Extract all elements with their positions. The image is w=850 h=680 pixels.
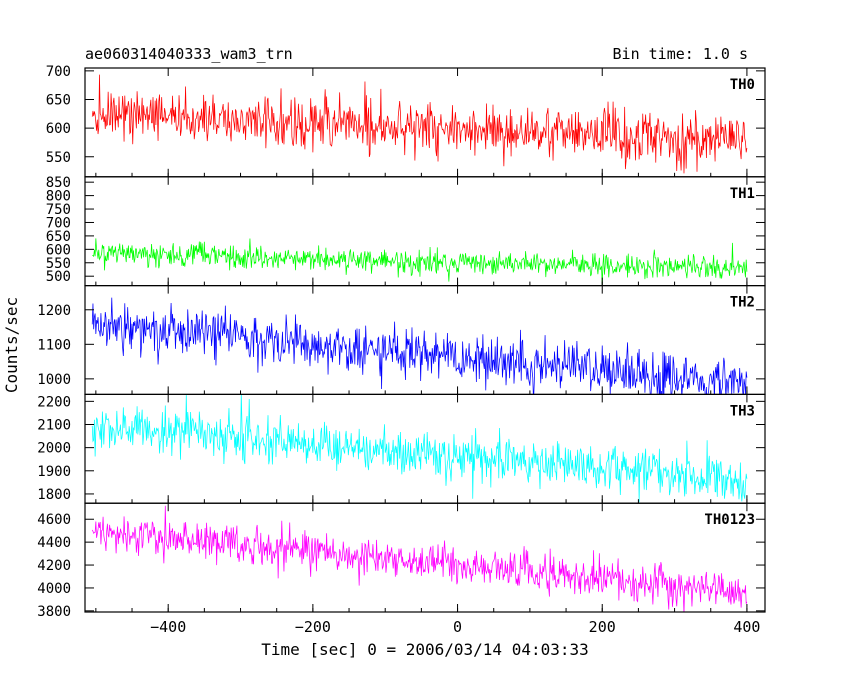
y-tick-label-th3: 1900 — [37, 464, 71, 480]
x-tick-label: 200 — [589, 618, 616, 636]
y-tick-label-th1: 750 — [46, 202, 71, 218]
chart-title: ae060314040333_wam3_trn — [85, 45, 293, 63]
x-tick-label: −200 — [295, 618, 331, 636]
y-tick-label-th0123: 4400 — [37, 535, 71, 551]
x-tick-label: 400 — [733, 618, 760, 636]
y-tick-label-th1: 850 — [46, 175, 71, 191]
panels: 550600650700TH0500550600650700750800850T… — [37, 64, 766, 620]
y-axis-label: Counts/sec — [2, 297, 21, 393]
y-tick-label-th1: 650 — [46, 229, 71, 245]
panel-th3: 1800 1900 2000 2100 2200 TH3 — [37, 393, 766, 504]
y-tick-label-th1: 550 — [46, 256, 71, 272]
panel-frame-th1 — [84, 176, 766, 287]
y-tick-label-th1: 800 — [46, 189, 71, 205]
panel-th0123: 3800 4000 4200 4400 4600 TH0123 — [37, 502, 766, 620]
y-tick-label-th0123: 4600 — [37, 512, 71, 528]
y-tick-label-th0: 650 — [46, 92, 71, 108]
panel-th0: 550 600 650 700 TH0 — [46, 64, 766, 178]
series-line-th3 — [91, 394, 748, 503]
panel-th2: 1000 1100 1200 TH2 — [37, 285, 766, 396]
x-axis: −400 −200 0 200 400 — [150, 618, 760, 636]
y-tick-label-th3: 2100 — [37, 417, 71, 433]
y-tick-label-th0123: 3800 — [37, 604, 71, 620]
y-tick-label-th3: 2000 — [37, 441, 71, 457]
x-axis-label: Time [sec] 0 = 2006/03/14 04:03:33 — [261, 640, 589, 659]
y-tick-label-th1: 700 — [46, 215, 71, 231]
series-line-th1 — [92, 238, 748, 286]
y-tick-label-th3: 2200 — [37, 394, 71, 410]
series-line-th2 — [91, 297, 748, 395]
y-tick-label-th2: 1100 — [37, 337, 71, 353]
series-line-th0 — [91, 74, 748, 174]
y-tick-label-th1: 600 — [46, 242, 71, 258]
panel-label-th0123: TH0123 — [704, 512, 755, 528]
series-line-th0123 — [91, 505, 748, 613]
y-tick-label-th2: 1000 — [37, 372, 71, 388]
panel-label-th0: TH0 — [730, 77, 755, 93]
x-tick-label: 0 — [453, 618, 462, 636]
bin-time-label: Bin time: 1.0 s — [613, 45, 748, 63]
panel-label-th3: TH3 — [730, 403, 755, 419]
panel-frame-th0123 — [84, 502, 766, 613]
x-tick-label: −400 — [150, 618, 186, 636]
panel-label-th2: TH2 — [730, 295, 755, 311]
y-tick-label-th0123: 4000 — [37, 581, 71, 597]
y-tick-label-th0: 600 — [46, 121, 71, 137]
y-tick-label-th3: 1800 — [37, 487, 71, 503]
y-tick-label-th2: 1200 — [37, 303, 71, 319]
panel-label-th1: TH1 — [730, 186, 755, 202]
y-tick-label-th1: 500 — [46, 269, 71, 285]
y-tick-label-th0: 700 — [46, 64, 71, 80]
y-tick-label-th0: 550 — [46, 150, 71, 166]
y-tick-label-th0123: 4200 — [37, 558, 71, 574]
